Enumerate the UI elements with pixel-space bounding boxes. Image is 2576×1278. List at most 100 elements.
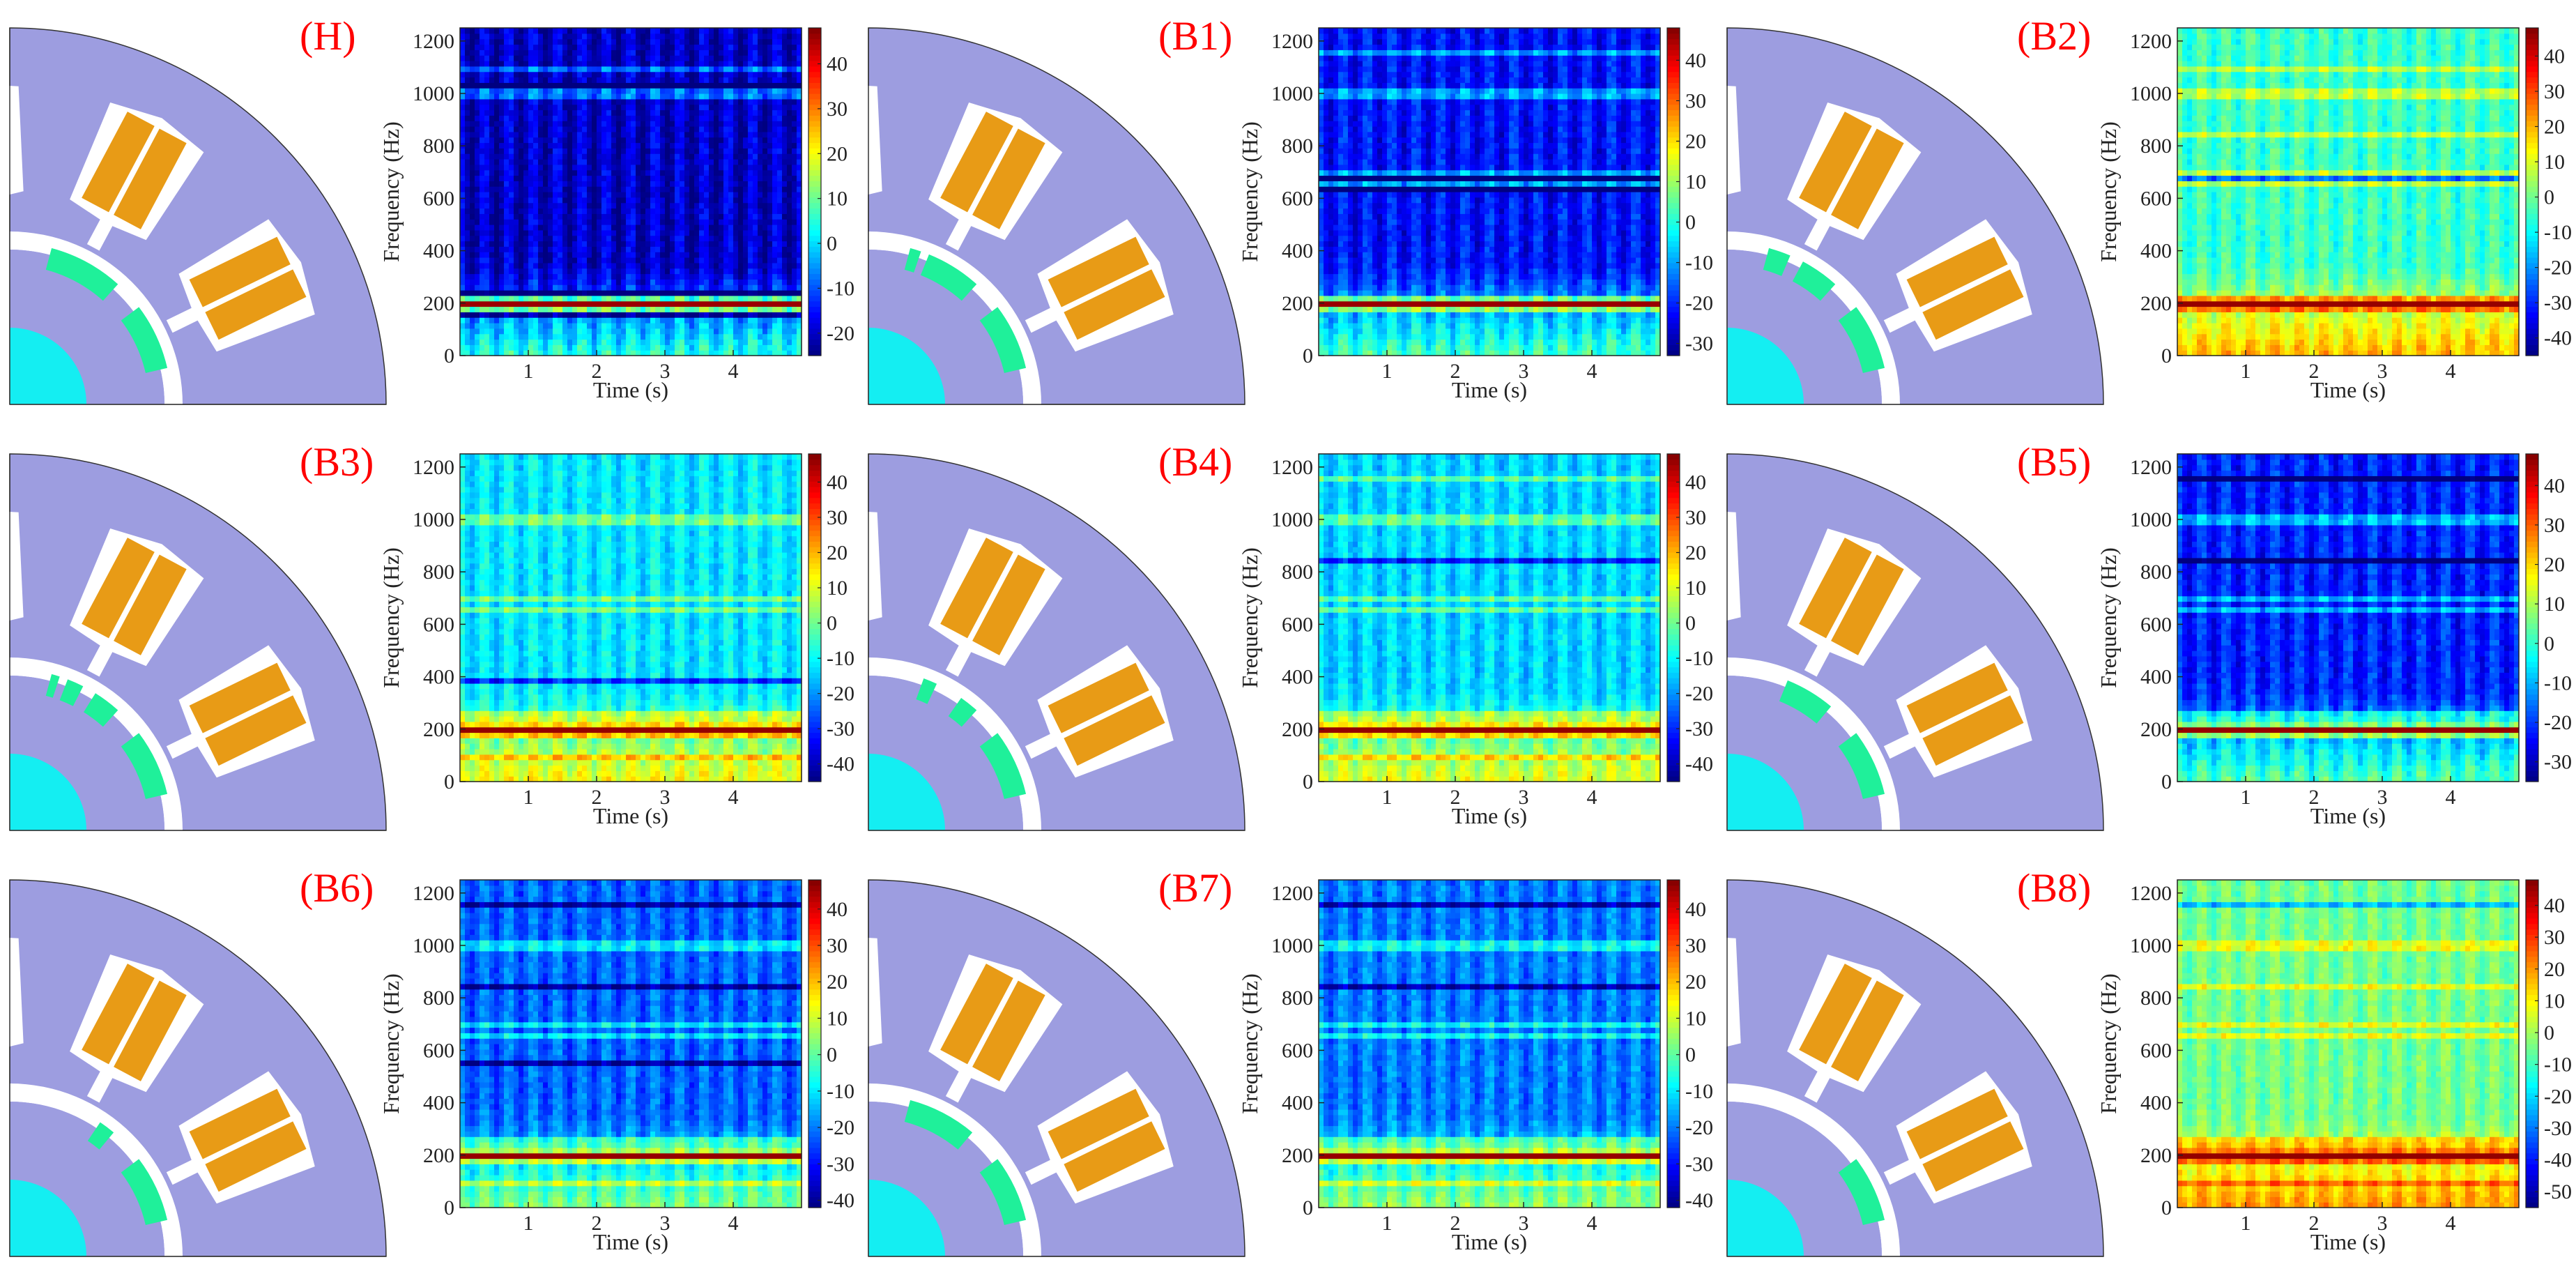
heatmap-cell [758, 333, 763, 340]
heatmap-cell [767, 202, 773, 209]
heatmap-cell [1338, 126, 1344, 132]
heatmap-cell [558, 225, 563, 231]
colorbar-swatch [808, 333, 821, 340]
heatmap-cell [1367, 197, 1373, 204]
heatmap-cell [499, 213, 505, 220]
colorbar-swatch [808, 339, 821, 345]
heatmap-cell [670, 306, 675, 312]
heatmap-cell [484, 192, 490, 198]
heatmap-cell [519, 268, 524, 275]
heatmap-cell [528, 262, 534, 269]
heatmap-cell [733, 262, 739, 269]
heatmap-cell [621, 192, 627, 198]
heatmap-cell [733, 153, 739, 160]
heatmap-cell [1324, 339, 1329, 345]
colorbar-swatch [808, 202, 821, 209]
heatmap-cell [738, 169, 744, 176]
heatmap-cell [631, 339, 636, 345]
heatmap-cell [748, 225, 753, 231]
heatmap-cell [1328, 229, 1334, 236]
heatmap-cell [562, 104, 568, 111]
heatmap-cell [645, 71, 651, 78]
heatmap-cell [528, 202, 534, 209]
heatmap-cell [797, 290, 802, 296]
heatmap-cell [650, 350, 656, 356]
heatmap-cell [719, 235, 724, 242]
heatmap-cell [606, 301, 612, 307]
heatmap-cell [1333, 273, 1339, 280]
heatmap-cell [787, 181, 792, 187]
heatmap-cell [748, 192, 753, 198]
heatmap-cell [475, 323, 480, 329]
heatmap-cell [538, 93, 544, 100]
heatmap-cell [504, 104, 509, 111]
heatmap-cell [1343, 55, 1349, 61]
heatmap-cell [538, 181, 544, 187]
heatmap-cell [650, 339, 656, 345]
heatmap-cell [582, 104, 588, 111]
heatmap-cell [665, 50, 670, 56]
heatmap-cell [719, 159, 724, 165]
heatmap-cell [626, 225, 631, 231]
heatmap-cell [772, 175, 778, 181]
heatmap-cell [641, 268, 646, 275]
heatmap-cell [523, 257, 529, 264]
heatmap-cell [460, 246, 466, 252]
heatmap-cell [480, 290, 485, 296]
heatmap-cell [723, 246, 729, 252]
heatmap-cell [616, 252, 622, 258]
heatmap-cell [743, 197, 749, 204]
heatmap-cell [704, 104, 710, 111]
heatmap-cell [504, 208, 509, 214]
heatmap-cell [748, 93, 753, 100]
heatmap-cell [543, 323, 549, 329]
heatmap-cell [626, 317, 631, 324]
heatmap-cell [655, 241, 661, 247]
heatmap-cell [767, 241, 773, 247]
heatmap-cell [562, 202, 568, 209]
heatmap-cell [636, 153, 641, 160]
heatmap-cell [616, 284, 622, 291]
heatmap-cell [470, 252, 475, 258]
heatmap-cell [475, 61, 480, 67]
heatmap-cell [470, 121, 475, 127]
heatmap-cell [465, 268, 470, 275]
heatmap-cell [699, 229, 705, 236]
heatmap-cell [655, 153, 661, 160]
heatmap-cell [548, 175, 553, 181]
colorbar-swatch [808, 350, 821, 356]
heatmap-cell [655, 290, 661, 296]
heatmap-cell [621, 333, 627, 340]
heatmap-cell [787, 192, 792, 198]
heatmap-cell [728, 328, 734, 335]
heatmap-cell [723, 284, 729, 291]
heatmap-cell [504, 350, 509, 356]
heatmap-cell [680, 213, 685, 220]
heatmap-cell [621, 279, 627, 285]
heatmap-cell [509, 213, 514, 220]
heatmap-cell [753, 175, 758, 181]
heatmap-cell [641, 225, 646, 231]
heatmap-cell [719, 71, 724, 78]
heatmap-cell [1324, 50, 1329, 56]
heatmap-cell [1333, 55, 1339, 61]
heatmap-cell [782, 33, 788, 40]
heatmap-cell [567, 181, 573, 187]
heatmap-cell [1328, 295, 1334, 302]
heatmap-cell [758, 131, 763, 138]
heatmap-cell [777, 77, 783, 83]
shaft [868, 328, 945, 404]
heatmap-cell [601, 66, 607, 73]
heatmap-cell [587, 202, 592, 209]
heatmap-cell [684, 246, 690, 252]
heatmap-cell [758, 66, 763, 73]
heatmap-cell [787, 28, 792, 34]
heatmap-cell [738, 181, 744, 187]
heatmap-cell [567, 202, 573, 209]
heatmap-cell [621, 82, 627, 89]
heatmap-cell [1343, 323, 1349, 329]
heatmap-cell [733, 317, 739, 324]
heatmap-cell [465, 115, 470, 121]
heatmap-cell [709, 109, 714, 116]
heatmap-cell [772, 273, 778, 280]
